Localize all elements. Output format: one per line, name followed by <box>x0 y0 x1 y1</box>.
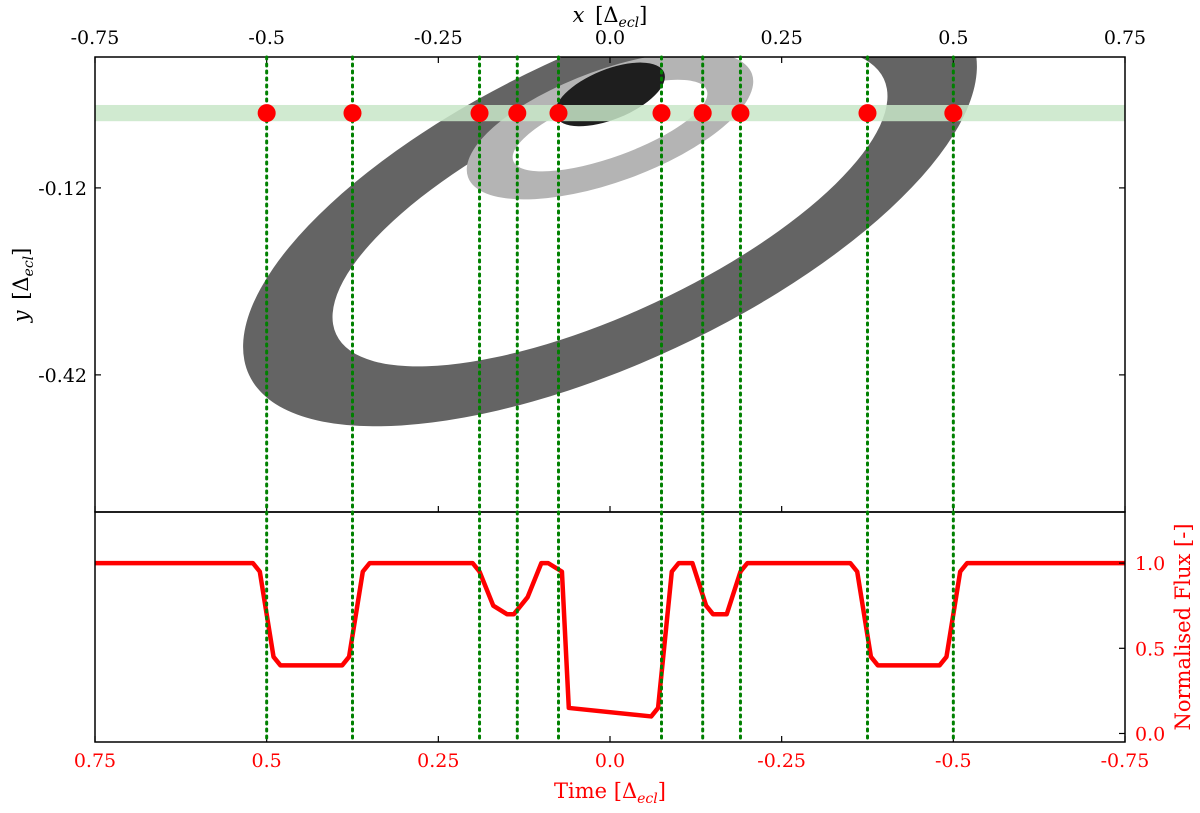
bottom-x-tick-label: 0.5 <box>252 750 282 772</box>
contact-point <box>470 104 489 123</box>
bottom-y-axis: 0.0 0.5 1.0 <box>1119 553 1165 745</box>
contact-point <box>549 104 568 123</box>
bottom-x-tick-label: 0.75 <box>74 750 116 772</box>
bottom-panel: 0.75 0.5 0.25 0.0 -0.25 -0.5 -0.75 0.0 0.5 1.0 T… <box>74 511 1195 807</box>
bottom-plot-area <box>95 560 1125 719</box>
top-x-tick-label: -0.5 <box>248 27 285 49</box>
contact-point <box>693 104 712 123</box>
bottom-y-axis-title: Normalised Flux [-] <box>1171 523 1195 730</box>
contact-point <box>343 104 362 123</box>
bottom-y-tick-label: 0.0 <box>1135 723 1165 745</box>
flux-curve <box>95 560 1125 719</box>
contact-point <box>652 104 671 123</box>
top-x-tick-label: 0.25 <box>761 27 803 49</box>
top-y-tick-label: -0.42 <box>38 365 87 387</box>
top-x-tick-label: -0.75 <box>71 27 120 49</box>
guide-lines <box>265 55 955 744</box>
contact-point <box>257 104 276 123</box>
contact-point <box>858 104 877 123</box>
top-x-tick-label: 0.0 <box>595 27 625 49</box>
top-x-tick-label: 0.5 <box>938 27 968 49</box>
bottom-x-tick-label: -0.25 <box>757 750 806 772</box>
top-x-tick-label: -0.25 <box>414 27 463 49</box>
middle-ring <box>466 57 754 200</box>
contact-point <box>731 104 750 123</box>
bottom-y-tick-label: 0.5 <box>1135 638 1165 660</box>
top-x-tick-label: 0.75 <box>1104 27 1146 49</box>
transit-band <box>95 104 1125 122</box>
top-y-axis: -0.12 -0.42 <box>38 178 1125 387</box>
top-x-axis-title: x [Δecl] <box>573 3 648 31</box>
contact-point <box>944 104 963 123</box>
bottom-x-tick-label: 0.25 <box>417 750 459 772</box>
bottom-x-tick-label: -0.75 <box>1101 750 1150 772</box>
bottom-x-axis-title: Time [Δecl] <box>554 779 666 807</box>
bottom-x-axis: 0.75 0.5 0.25 0.0 -0.25 -0.5 -0.75 <box>74 736 1150 772</box>
top-panel: -0.75 -0.5 -0.25 0.0 0.25 0.5 0.75 -0.12-0.42 … <box>9 3 1146 513</box>
top-y-axis-title: y [Δecl] <box>9 248 37 324</box>
top-frame <box>94 56 1126 513</box>
bottom-frame <box>94 511 1126 743</box>
top-y-tick-label: -0.12 <box>38 178 87 200</box>
contact-point <box>508 104 527 123</box>
bottom-y-tick-label: 1.0 <box>1135 553 1165 575</box>
top-plot-area <box>95 57 1125 427</box>
bottom-x-tick-label: 0.0 <box>595 750 625 772</box>
contact-points <box>257 104 963 123</box>
bottom-x-tick-label: -0.5 <box>935 750 972 772</box>
